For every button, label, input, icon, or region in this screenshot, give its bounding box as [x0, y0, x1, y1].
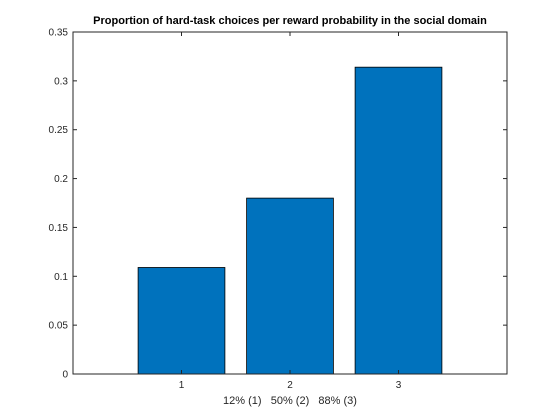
x-tick-label: 1	[179, 380, 185, 391]
y-axis: 0 0.05 0.1 0.15 0.2 0.25 0.3 0.35	[49, 28, 507, 381]
bar-1	[137, 267, 226, 375]
bars-group	[137, 66, 443, 375]
x-tick-label: 3	[396, 380, 402, 391]
y-tick-label: 0.2	[54, 174, 68, 185]
chart-title: Proportion of hard-task choices per rewa…	[93, 15, 487, 27]
x-tick-label: 2	[287, 380, 293, 391]
bar-2	[246, 197, 334, 375]
y-tick-label: 0.25	[49, 125, 69, 136]
y-tick-label: 0.15	[49, 223, 69, 234]
y-tick-label: 0.3	[54, 76, 68, 87]
bar-3	[354, 66, 443, 375]
y-tick-label: 0	[62, 370, 68, 381]
y-tick-label: 0.35	[49, 28, 69, 39]
y-tick-label: 0.1	[54, 272, 68, 283]
y-tick-label: 0.05	[49, 321, 69, 332]
x-axis-label: 12% (1) 50% (2) 88% (3)	[223, 395, 357, 407]
x-axis: 1 2 3	[179, 32, 402, 391]
